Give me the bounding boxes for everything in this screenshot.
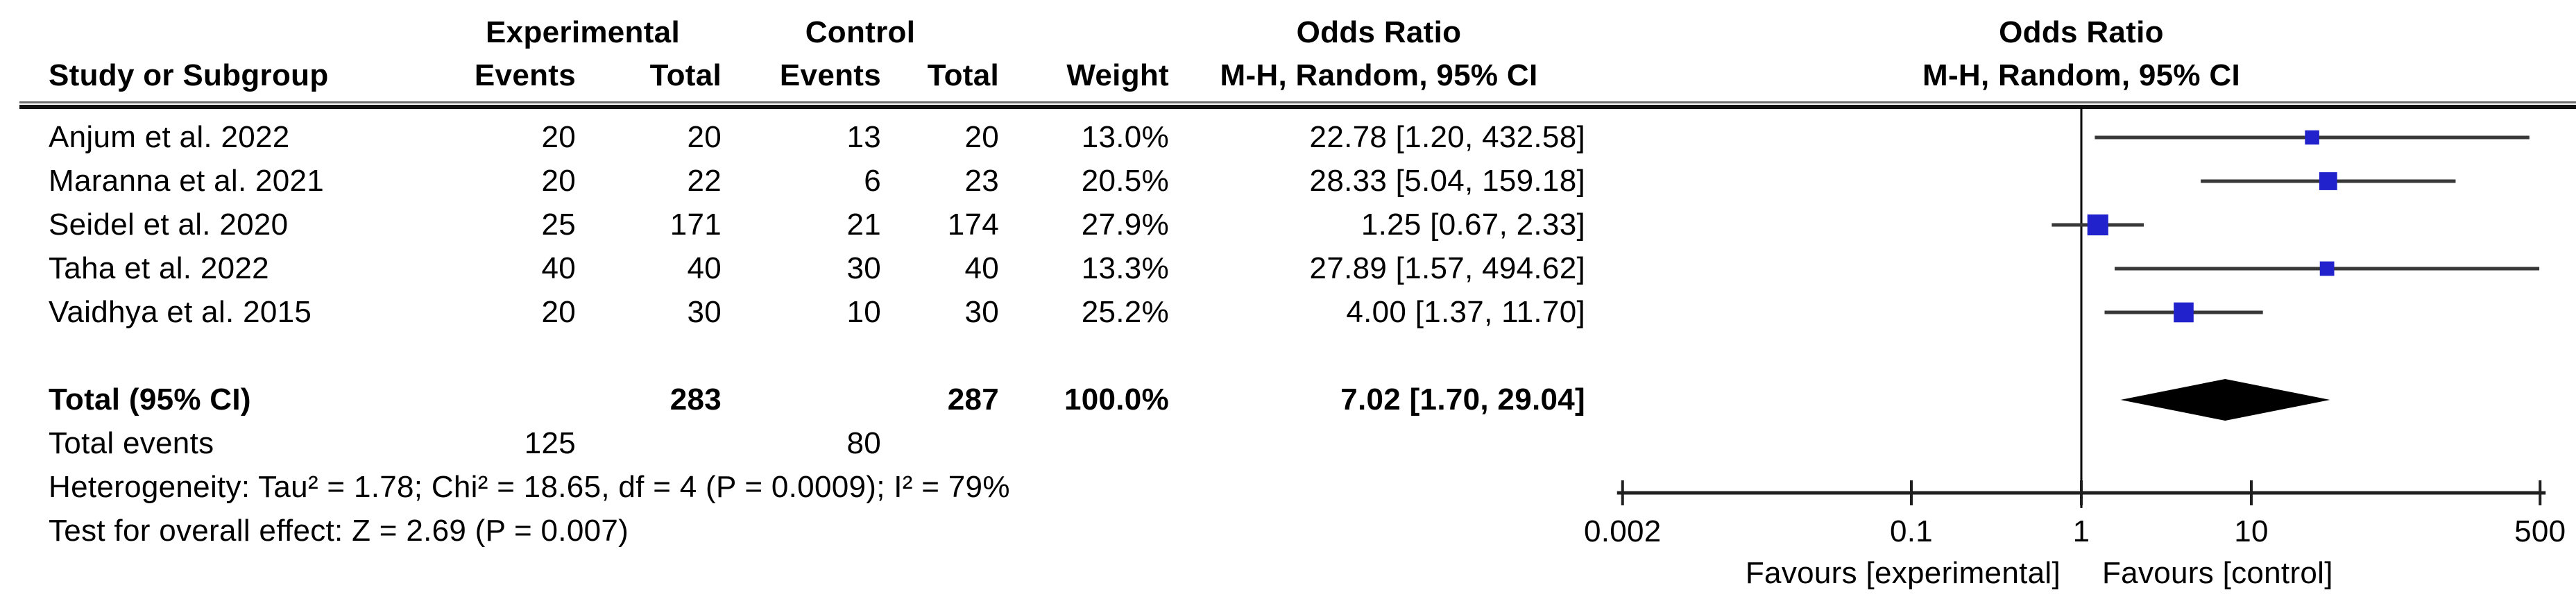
- total-events-label: Total events: [49, 426, 214, 460]
- exp-total-value: 20: [687, 120, 722, 154]
- study-name: Anjum et al. 2022: [49, 120, 290, 154]
- favours-control-label: Favours [control]: [2102, 556, 2333, 590]
- column-header-row: Study or Subgroup Events Total Events To…: [0, 54, 1589, 97]
- ctrl-total-value: 40: [964, 251, 999, 285]
- divider-line-thick: [19, 105, 2576, 109]
- axis-tick-label: 0.002: [1584, 514, 1662, 548]
- ctrl-events-value: 21: [846, 208, 881, 242]
- total-effect-diamond: [2120, 379, 2330, 421]
- total-label: Total (95% CI): [49, 382, 251, 416]
- study-name: Seidel et al. 2020: [49, 208, 289, 242]
- experimental-group-header: Experimental: [486, 15, 680, 49]
- weight-value: 27.9%: [1081, 208, 1169, 242]
- mh-random-ci-column-header: M-H, Random, 95% CI: [1220, 58, 1538, 92]
- ctrl-events-value: 30: [846, 251, 881, 285]
- study-or-marker: [2319, 172, 2337, 190]
- table-row-seidel: Seidel et al. 2020 25 171 21 174 27.9% 1…: [0, 203, 1589, 246]
- ctrl-events-value: 10: [846, 295, 881, 329]
- total-or-ci: 7.02 [1.70, 29.04]: [1340, 382, 1585, 416]
- header-divider-rule: [19, 101, 2576, 109]
- study-or-marker: [2305, 130, 2319, 145]
- study-column-header: Study or Subgroup: [49, 58, 329, 92]
- study-or-marker: [2319, 261, 2335, 276]
- ctrl-total-value: 174: [947, 208, 999, 242]
- total-events-row: Total events 125 80: [0, 422, 1589, 465]
- table-row-maranna: Maranna et al. 2021 20 22 6 23 20.5% 28.…: [0, 160, 1589, 203]
- weight-value: 25.2%: [1081, 295, 1169, 329]
- mh-random-ci-plot-header: M-H, Random, 95% CI: [1922, 58, 2240, 92]
- exp-events-value: 40: [541, 251, 576, 285]
- heterogeneity-statistics: Heterogeneity: Tau² = 1.78; Chi² = 18.65…: [49, 470, 1010, 504]
- study-name: Maranna et al. 2021: [49, 164, 325, 198]
- total-events-exp-value: 125: [524, 426, 576, 460]
- weight-value: 20.5%: [1081, 164, 1169, 198]
- total-exp-total: 283: [669, 382, 722, 416]
- exp-events-value: 20: [541, 164, 576, 198]
- or-ci-value: 22.78 [1.20, 432.58]: [1309, 120, 1585, 154]
- table-row-vaidhya: Vaidhya et al. 2015 20 30 10 30 25.2% 4.…: [0, 291, 1589, 334]
- odds-ratio-column-header: Odds Ratio: [1296, 15, 1462, 49]
- study-name: Taha et al. 2022: [49, 251, 269, 285]
- axis-tick-label: 0.1: [1890, 514, 1933, 548]
- or-ci-value: 1.25 [0.67, 2.33]: [1360, 208, 1585, 242]
- divider-gap: [19, 103, 2576, 105]
- exp-events-value: 20: [541, 120, 576, 154]
- weight-value: 13.3%: [1081, 251, 1169, 285]
- total-row: Total (95% CI) 283 287 100.0% 7.02 [1.70…: [0, 378, 1589, 421]
- control-group-header: Control: [805, 15, 916, 49]
- or-ci-value: 28.33 [5.04, 159.18]: [1309, 164, 1585, 198]
- exp-total-value: 40: [687, 251, 722, 285]
- axis-tick-label: 10: [2234, 514, 2269, 548]
- total-weight: 100.0%: [1064, 382, 1169, 416]
- axis-tick-label: 1: [2073, 514, 2090, 548]
- study-or-marker: [2174, 302, 2194, 323]
- divider-line-thin: [19, 101, 2576, 103]
- odds-ratio-plot-header: Odds Ratio: [1999, 15, 2164, 49]
- study-name: Vaidhya et al. 2015: [49, 295, 312, 329]
- overall-effect-test: Test for overall effect: Z = 2.69 (P = 0…: [49, 514, 629, 548]
- weight-column-header: Weight: [1066, 58, 1169, 92]
- favours-experimental-label: Favours [experimental]: [1746, 556, 2061, 590]
- exp-total-column-header: Total: [649, 58, 722, 92]
- ctrl-total-column-header: Total: [927, 58, 999, 92]
- ctrl-total-value: 23: [964, 164, 999, 198]
- header-group-row: Experimental Control Odds Ratio: [0, 11, 1589, 54]
- or-ci-value: 27.89 [1.57, 494.62]: [1309, 251, 1585, 285]
- ctrl-total-value: 20: [964, 120, 999, 154]
- total-events-ctrl-value: 80: [846, 426, 881, 460]
- axis-tick-label: 500: [2514, 514, 2566, 548]
- total-ctrl-total: 287: [947, 382, 999, 416]
- table-row-anjum: Anjum et al. 2022 20 20 13 20 13.0% 22.7…: [0, 116, 1589, 159]
- ctrl-total-value: 30: [964, 295, 999, 329]
- exp-total-value: 171: [669, 208, 722, 242]
- ctrl-events-value: 6: [864, 164, 881, 198]
- exp-events-value: 25: [541, 208, 576, 242]
- ctrl-events-column-header: Events: [779, 58, 881, 92]
- table-row-taha: Taha et al. 2022 40 40 30 40 13.3% 27.89…: [0, 247, 1589, 290]
- weight-value: 13.0%: [1081, 120, 1169, 154]
- exp-total-value: 22: [687, 164, 722, 198]
- exp-events-value: 20: [541, 295, 576, 329]
- exp-total-value: 30: [687, 295, 722, 329]
- study-or-marker: [2087, 214, 2108, 236]
- or-ci-value: 4.00 [1.37, 11.70]: [1346, 295, 1585, 329]
- ctrl-events-value: 13: [846, 120, 881, 154]
- exp-events-column-header: Events: [474, 58, 576, 92]
